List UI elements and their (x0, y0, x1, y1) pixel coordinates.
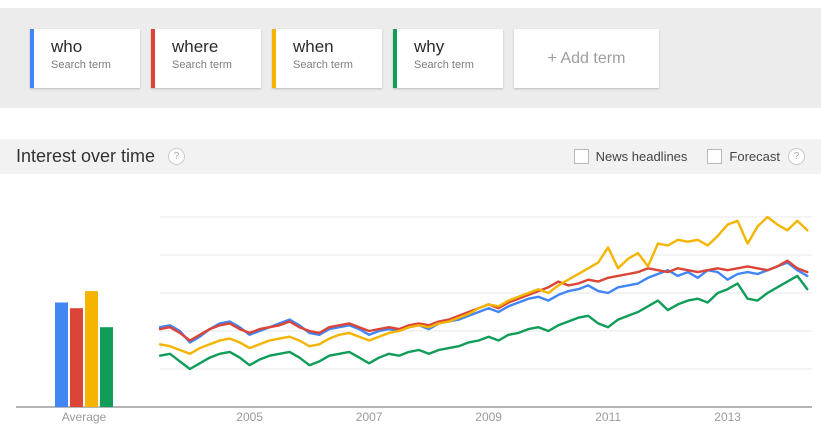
add-term-label: + Add term (547, 49, 626, 67)
average-bar-why[interactable] (100, 327, 113, 407)
term-title: when (293, 37, 334, 56)
trend-chart-svg: Average 2005 2007 2009 2011 2013 (16, 215, 812, 424)
search-terms-bar: who Search term where Search term when S… (0, 8, 821, 108)
term-color-stripe-when (272, 29, 276, 88)
term-card-where[interactable]: where Search term (151, 29, 261, 88)
terms-row: who Search term where Search term when S… (30, 29, 659, 88)
average-bar-who[interactable] (55, 302, 68, 408)
term-card-when[interactable]: when Search term (272, 29, 382, 88)
term-text: when Search term (276, 29, 353, 88)
news-headlines-option: News headlines (573, 149, 688, 164)
trend-line-why[interactable] (158, 274, 809, 371)
trend-line-when[interactable] (158, 215, 809, 356)
term-text: who Search term (34, 29, 111, 88)
term-title: who (51, 37, 83, 56)
x-tick-2013: 2013 (714, 410, 741, 424)
term-type-label: Search term (414, 59, 474, 71)
average-bar-where[interactable] (70, 308, 83, 407)
header-controls: News headlines Forecast ? (554, 148, 805, 165)
forecast-option: Forecast (707, 149, 780, 164)
term-type-label: Search term (51, 59, 111, 71)
add-term-button[interactable]: + Add term (514, 29, 659, 88)
section-title: Interest over time (16, 146, 156, 166)
term-card-who[interactable]: who Search term (30, 29, 140, 88)
forecast-label: Forecast (729, 149, 780, 164)
term-card-why[interactable]: why Search term (393, 29, 503, 88)
term-type-label: Search term (293, 59, 353, 71)
forecast-help-icon[interactable]: ? (788, 148, 805, 165)
term-title: where (172, 37, 219, 56)
help-icon[interactable]: ? (168, 148, 186, 165)
term-color-stripe-who (30, 29, 34, 88)
news-headlines-label: News headlines (595, 149, 688, 164)
interest-over-time-header: Interest over time ? News headlines Fore… (0, 139, 821, 174)
x-tick-2011: 2011 (595, 410, 621, 424)
news-headlines-checkbox[interactable] (573, 149, 589, 164)
term-color-stripe-why (393, 29, 397, 88)
x-tick-2009: 2009 (475, 410, 502, 424)
term-text: where Search term (155, 29, 232, 88)
x-tick-2005: 2005 (236, 410, 263, 424)
average-label: Average (62, 410, 107, 424)
x-tick-2007: 2007 (356, 410, 383, 424)
average-bar-when[interactable] (85, 291, 98, 407)
term-color-stripe-where (151, 29, 155, 88)
term-type-label: Search term (172, 59, 232, 71)
term-title: why (414, 37, 445, 56)
forecast-checkbox[interactable] (707, 149, 723, 164)
term-text: why Search term (397, 29, 474, 88)
interest-over-time-chart[interactable]: Average 2005 2007 2009 2011 2013 (0, 174, 821, 430)
